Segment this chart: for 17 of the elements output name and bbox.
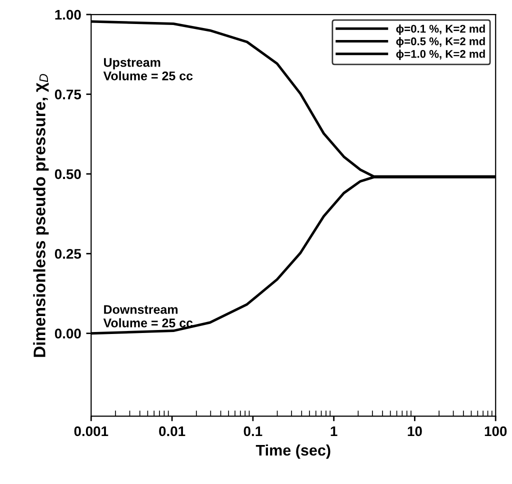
y-tick-label: 0.25 bbox=[54, 248, 82, 259]
y-axis-title: Dimensionless pseudo pressure, χ$_{D}$ bbox=[33, 74, 49, 357]
x-tick-label: 0.01 bbox=[159, 426, 186, 436]
x-tick-label: 1 bbox=[330, 426, 338, 436]
x-tick-label: 100 bbox=[484, 426, 507, 436]
y-tick-label: 0.00 bbox=[54, 328, 81, 339]
x-axis-title: Time (sec) bbox=[256, 444, 330, 459]
y-tick-label: 0.50 bbox=[54, 169, 81, 180]
y-tick-label: 1.00 bbox=[55, 10, 81, 20]
legend-label: ϕ=0.1 %, K=2 md bbox=[396, 24, 485, 35]
x-tick-label: 0.001 bbox=[74, 426, 108, 436]
legend-label: ϕ=0.5 %, K=2 md bbox=[396, 37, 485, 48]
x-tick-label: 10 bbox=[408, 426, 422, 436]
legend-label: ϕ=1.0 %, K=2 md bbox=[396, 50, 485, 60]
annotation: Upstream Volume = 25 cc bbox=[103, 58, 193, 80]
y-tick-label: 0.75 bbox=[54, 90, 82, 100]
x-tick-label: 0.1 bbox=[244, 426, 262, 436]
